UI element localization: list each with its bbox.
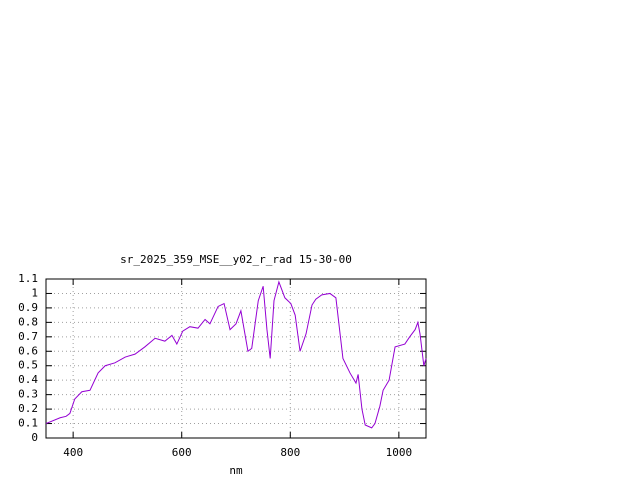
x-tick-label: 1000 xyxy=(386,446,413,459)
y-tick-label: 0.3 xyxy=(18,388,38,401)
x-tick-label: 400 xyxy=(63,446,83,459)
data-line xyxy=(45,280,427,429)
y-tick-label: 0.4 xyxy=(18,373,38,386)
chart-title: sr_2025_359_MSE__y02_r_rad 15-30-00 xyxy=(120,253,352,266)
x-tick-label: 600 xyxy=(172,446,192,459)
y-tick-label: 1 xyxy=(31,286,38,299)
y-tick-label: 0.5 xyxy=(18,359,38,372)
y-tick-label: 0.8 xyxy=(18,315,38,328)
y-tick-label: 0.9 xyxy=(18,301,38,314)
y-tick-label: 0 xyxy=(31,431,38,444)
y-tick-label: 0.1 xyxy=(18,417,38,430)
y-tick-label: 1.1 xyxy=(18,272,38,285)
y-tick-label: 0.7 xyxy=(18,330,38,343)
x-axis-label: nm xyxy=(229,464,243,477)
x-tick-label: 800 xyxy=(280,446,300,459)
y-tick-label: 0.2 xyxy=(18,402,38,415)
y-tick-label: 0.6 xyxy=(18,344,38,357)
